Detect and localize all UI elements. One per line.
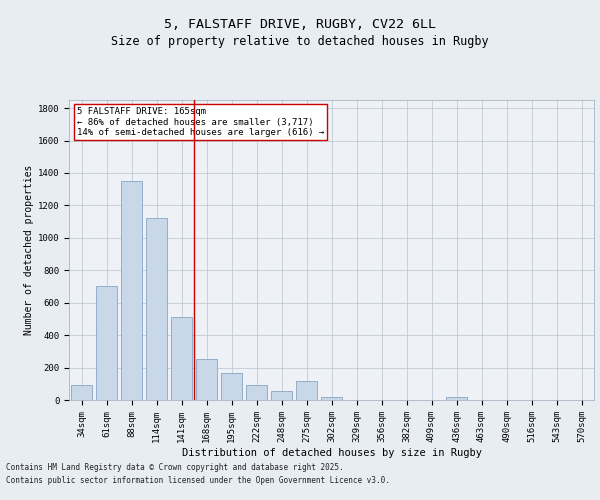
Bar	[71, 384, 92, 400]
Bar	[221, 373, 242, 400]
X-axis label: Distribution of detached houses by size in Rugby: Distribution of detached houses by size …	[182, 448, 482, 458]
Text: Contains HM Land Registry data © Crown copyright and database right 2025.: Contains HM Land Registry data © Crown c…	[6, 462, 344, 471]
Bar	[446, 397, 467, 400]
Bar	[296, 380, 317, 400]
Bar	[121, 181, 142, 400]
Y-axis label: Number of detached properties: Number of detached properties	[23, 165, 34, 335]
Bar	[196, 358, 217, 400]
Text: Size of property relative to detached houses in Rugby: Size of property relative to detached ho…	[111, 35, 489, 48]
Text: Contains public sector information licensed under the Open Government Licence v3: Contains public sector information licen…	[6, 476, 390, 485]
Text: 5, FALSTAFF DRIVE, RUGBY, CV22 6LL: 5, FALSTAFF DRIVE, RUGBY, CV22 6LL	[164, 18, 436, 30]
Bar	[246, 386, 267, 400]
Bar	[96, 286, 117, 400]
Bar	[171, 318, 192, 400]
Bar	[271, 391, 292, 400]
Text: 5 FALSTAFF DRIVE: 165sqm
← 86% of detached houses are smaller (3,717)
14% of sem: 5 FALSTAFF DRIVE: 165sqm ← 86% of detach…	[77, 108, 324, 138]
Bar	[146, 218, 167, 400]
Bar	[321, 397, 342, 400]
